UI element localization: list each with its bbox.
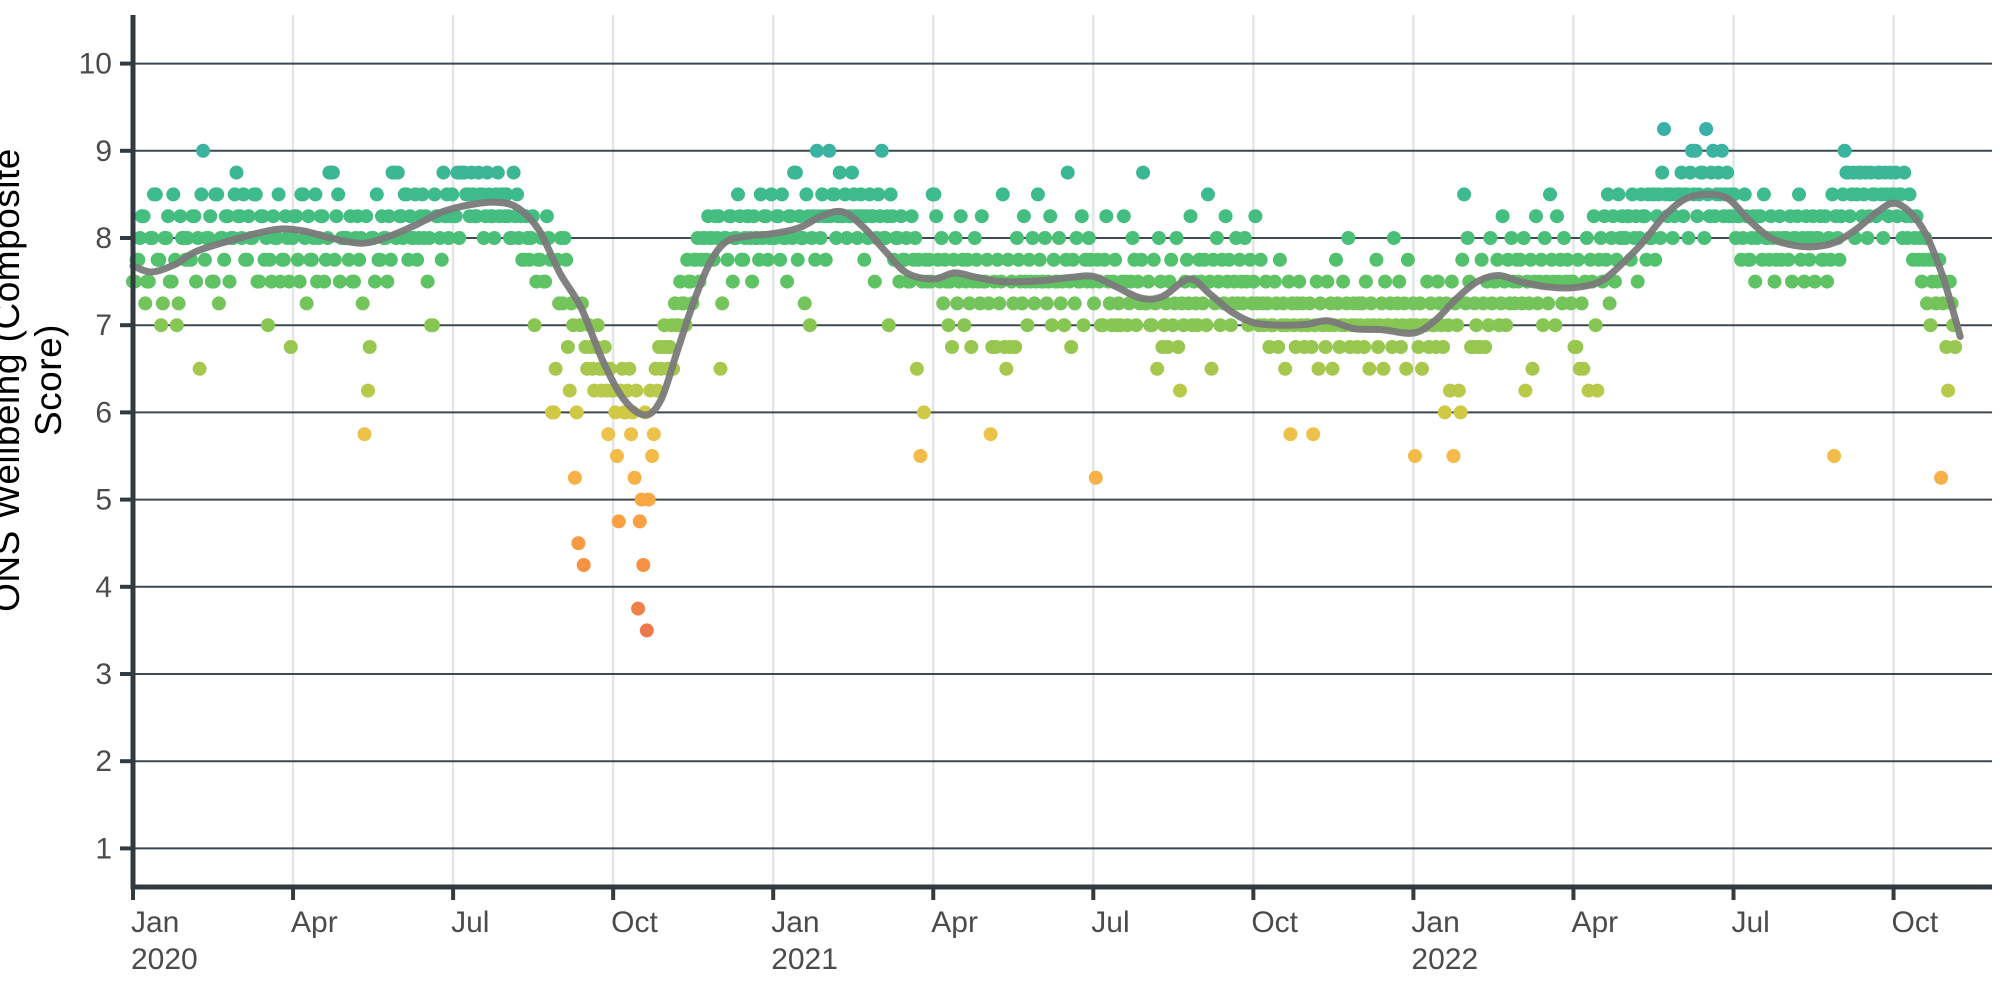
svg-text:Jul: Jul (451, 906, 489, 939)
svg-text:6: 6 (95, 396, 112, 429)
svg-text:Jan: Jan (131, 906, 179, 939)
svg-text:Apr: Apr (1571, 906, 1618, 939)
svg-text:2022: 2022 (1411, 943, 1478, 976)
svg-text:7: 7 (95, 309, 112, 342)
svg-text:2021: 2021 (771, 943, 838, 976)
vertical-gridlines (131, 15, 1895, 887)
y-axis-ticks: 1 2 3 4 5 6 7 8 9 10 (79, 48, 133, 865)
trend-line (129, 190, 1964, 419)
svg-text:Jan: Jan (1411, 906, 1459, 939)
svg-text:3: 3 (95, 658, 112, 691)
svg-text:Jul: Jul (1732, 906, 1770, 939)
horizontal-gridlines (133, 62, 1992, 850)
svg-text:Apr: Apr (931, 906, 978, 939)
svg-text:Oct: Oct (1251, 906, 1298, 939)
axes (130, 15, 1992, 890)
svg-text:2020: 2020 (131, 943, 198, 976)
svg-text:9: 9 (95, 135, 112, 168)
svg-text:1: 1 (95, 832, 112, 865)
x-axis-ticks: Jan 2020 Apr Jul Oct Jan 2021 Apr Jul Oct Jan 2022 A… (131, 887, 1939, 976)
svg-text:2: 2 (95, 745, 112, 778)
svg-text:10: 10 (79, 48, 112, 81)
svg-text:Jan: Jan (771, 906, 819, 939)
svg-text:Oct: Oct (1892, 906, 1939, 939)
y-axis-title: ONS Wellbeing (Composite Score) (0, 148, 69, 612)
svg-text:5: 5 (95, 484, 112, 517)
svg-text:Jul: Jul (1091, 906, 1129, 939)
svg-text:8: 8 (95, 222, 112, 255)
svg-text:4: 4 (95, 571, 112, 604)
svg-text:Oct: Oct (611, 906, 658, 939)
svg-text:Apr: Apr (291, 906, 338, 939)
